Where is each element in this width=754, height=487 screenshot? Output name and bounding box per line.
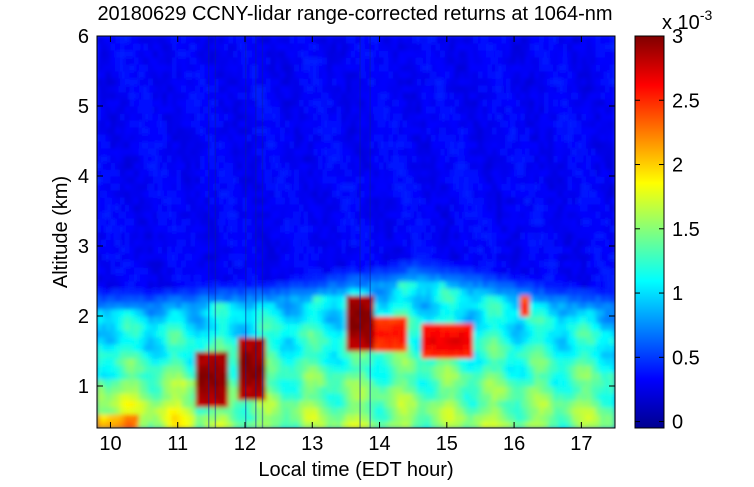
x-tick-label: 10 [99, 433, 121, 455]
colorbar-ticks: 0 0.5 1 1.5 2 2.5 3 [635, 26, 700, 434]
x-tick-label: 17 [570, 433, 592, 455]
y-axis-label: Altitude (km) [50, 176, 72, 288]
colorbar-tick-label: 3 [672, 26, 683, 48]
plot-frame [96, 35, 616, 429]
y-tick-label: 6 [78, 26, 89, 48]
colorbar-tick-label: 0 [672, 412, 683, 434]
colorbar-multiplier-exponent: -3 [700, 7, 713, 23]
x-axis-label: Local time (EDT hour) [258, 459, 453, 481]
colorbar-multiplier-base: x 10 [662, 12, 700, 34]
heatmap-image [97, 36, 615, 428]
colorbar-gradient [635, 36, 664, 428]
y-tick-label: 2 [78, 306, 89, 328]
y-axis: 1 2 3 4 5 6 [78, 26, 615, 398]
colorbar-tick-label: 2 [672, 155, 683, 177]
colorbar-tick-label: 0.5 [672, 347, 700, 369]
y-tick-label: 3 [78, 236, 89, 258]
colorbar-frame [634, 35, 665, 429]
x-tick-label: 16 [503, 433, 525, 455]
x-tick-label: 15 [436, 433, 458, 455]
colorbar-tick-label: 1 [672, 283, 683, 305]
y-tick-label: 5 [78, 96, 89, 118]
colorbar-multiplier: x 10-3 [662, 7, 712, 34]
colorbar: 0 0.5 1 1.5 2 2.5 3 x 10-3 [634, 7, 712, 434]
colorbar-tick-label: 2.5 [672, 90, 700, 112]
x-tick-label: 12 [234, 433, 256, 455]
x-axis: 10 11 12 13 14 15 16 17 [99, 36, 592, 455]
x-tick-label: 13 [301, 433, 323, 455]
y-tick-label: 4 [78, 166, 89, 188]
y-tick-label: 1 [78, 376, 89, 398]
x-tick-label: 14 [368, 433, 390, 455]
chart-title: 20180629 CCNY-lidar range-corrected retu… [97, 3, 612, 25]
colorbar-tick-label: 1.5 [672, 219, 700, 241]
x-tick-label: 11 [167, 433, 188, 455]
